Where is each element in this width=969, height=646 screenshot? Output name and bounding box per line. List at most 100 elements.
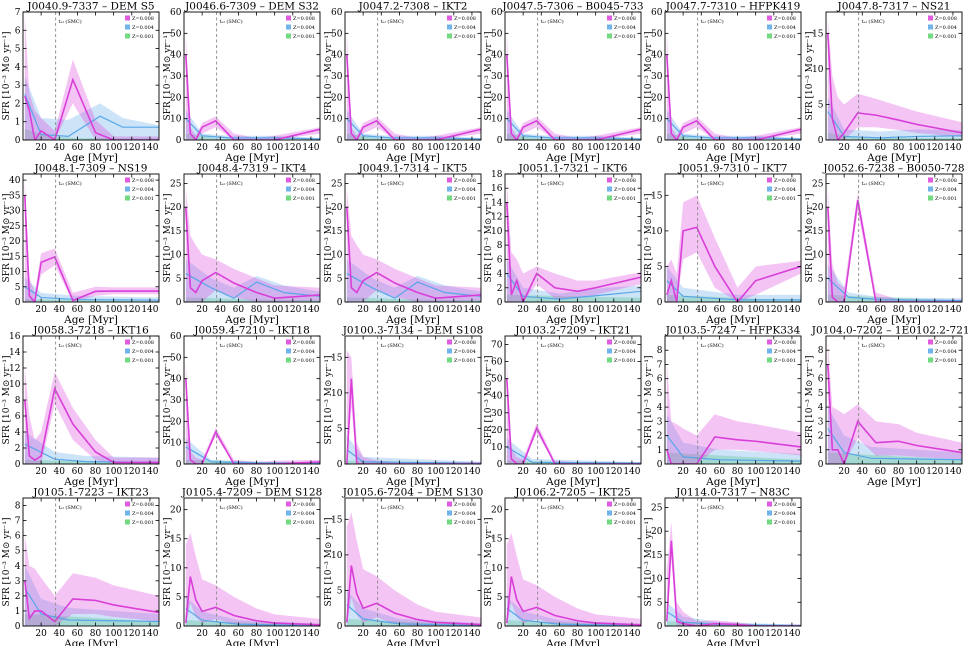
y-tick-label: 2	[818, 432, 824, 442]
y-tick-label: 15	[812, 29, 824, 39]
legend-label: Z=0.004	[774, 349, 796, 355]
x-tick-label: 140	[463, 467, 480, 477]
x-tick-label: 60	[714, 143, 726, 153]
y-tick-label: 6	[15, 26, 21, 36]
panel: J0047.5-7306 – B0045-733 tₑₗ (SMC) 20 40 60 8…	[484, 1, 644, 165]
panel-frame	[825, 173, 963, 303]
y-tick-label: 15	[491, 535, 503, 545]
y-tick-label: 3	[818, 417, 824, 427]
y-tick-label: 8	[657, 346, 663, 356]
x-tick-label: 140	[141, 467, 158, 477]
x-tick-label: 40	[857, 467, 869, 477]
y-tick-label: 20	[331, 93, 343, 103]
x-tick-label: 40	[54, 629, 66, 639]
vline-label: tₑₗ (SMC)	[220, 180, 243, 187]
panel-title: J0104.0-7202 – 1E0102.2-7219	[811, 325, 969, 337]
legend-label: Z=0.001	[614, 34, 636, 40]
x-tick-label: 60	[233, 305, 245, 315]
legend-swatch	[447, 15, 452, 21]
legend-swatch	[447, 339, 452, 345]
legend-label: Z=0.004	[935, 187, 957, 193]
y-tick-label: 7	[15, 517, 21, 527]
y-tick-label: 30	[491, 409, 503, 419]
legend-label: Z=0.001	[774, 358, 796, 364]
legend-swatch	[928, 195, 933, 201]
z008-line	[666, 540, 801, 626]
y-tick-label: 15	[651, 191, 663, 201]
y-tick-label: 5	[657, 389, 663, 399]
z008-band	[185, 188, 320, 302]
x-tick-label: 100	[427, 305, 444, 315]
y-tick-label: 16	[9, 332, 21, 342]
z001-band	[24, 129, 159, 140]
y-tick-label: 30	[651, 72, 663, 82]
x-tick-label: 80	[412, 143, 424, 153]
plot-area	[506, 361, 641, 464]
legend-label: Z=0.001	[293, 34, 315, 40]
panel-frame	[664, 335, 802, 465]
z004-band	[185, 596, 320, 626]
y-tick-label: 14	[491, 198, 503, 208]
x-axis-label: Age [Myr]	[63, 314, 118, 326]
y-axis-label: SFR [10⁻³ M⊙ yr⁻¹]	[644, 517, 654, 606]
legend-swatch	[125, 357, 130, 363]
legend-label: Z=0.004	[293, 25, 315, 31]
z004-band	[666, 414, 801, 464]
legend-swatch	[286, 348, 291, 354]
y-tick-label: 30	[9, 207, 21, 217]
legend-swatch	[767, 24, 772, 30]
y-tick-label: 6	[657, 375, 663, 385]
y-tick-label: 0	[15, 460, 21, 470]
z004-band	[506, 259, 641, 302]
z004-band	[506, 596, 641, 626]
legend-label: Z=0.001	[935, 34, 957, 40]
x-tick-label: 20	[35, 305, 47, 315]
plot-area	[185, 33, 320, 140]
x-tick-label: 100	[587, 305, 604, 315]
y-tick-label: 1	[657, 446, 663, 456]
y-tick-label: 0	[337, 460, 343, 470]
x-tick-label: 60	[233, 629, 245, 639]
legend-label: Z=0.001	[774, 34, 796, 40]
y-tick-label: 0	[497, 460, 503, 470]
x-tick-label: 100	[747, 629, 764, 639]
plot-area	[506, 532, 641, 626]
legend-swatch	[928, 177, 933, 183]
y-tick-label: 20	[170, 203, 182, 213]
x-tick-label: 60	[72, 467, 84, 477]
y-tick-label: 15	[812, 227, 824, 237]
panel-frame	[664, 173, 802, 303]
legend-swatch	[928, 24, 933, 30]
y-tick-label: 0	[15, 298, 21, 308]
legend-swatch	[607, 186, 612, 192]
vline-label: tₑₗ (SMC)	[541, 180, 564, 187]
z004-line	[346, 604, 481, 626]
x-axis-label: Age [Myr]	[63, 638, 118, 646]
vline-label: tₑₗ (SMC)	[701, 504, 724, 511]
x-tick-label: 20	[357, 143, 369, 153]
x-tick-label: 140	[302, 629, 319, 639]
x-axis-label: Age [Myr]	[385, 476, 440, 488]
plot-area	[666, 33, 801, 140]
y-axis-label: SFR [10⁻³ M⊙ yr⁻¹]	[644, 193, 654, 282]
plot-area	[185, 188, 320, 302]
y-tick-label: 10	[170, 115, 182, 125]
z008-band	[666, 33, 801, 140]
legend-label: Z=0.008	[454, 16, 476, 22]
y-tick-label: 2	[15, 592, 21, 602]
legend-label: Z=0.004	[132, 349, 154, 355]
y-tick-label: 0	[657, 460, 663, 470]
legend-swatch	[286, 33, 291, 39]
vline-label: tₑₗ (SMC)	[541, 342, 564, 349]
z004-band	[506, 438, 641, 464]
y-tick-label: 5	[337, 274, 343, 284]
x-tick-label: 100	[747, 305, 764, 315]
y-tick-label: 40	[170, 375, 182, 385]
z008-band	[346, 350, 481, 464]
